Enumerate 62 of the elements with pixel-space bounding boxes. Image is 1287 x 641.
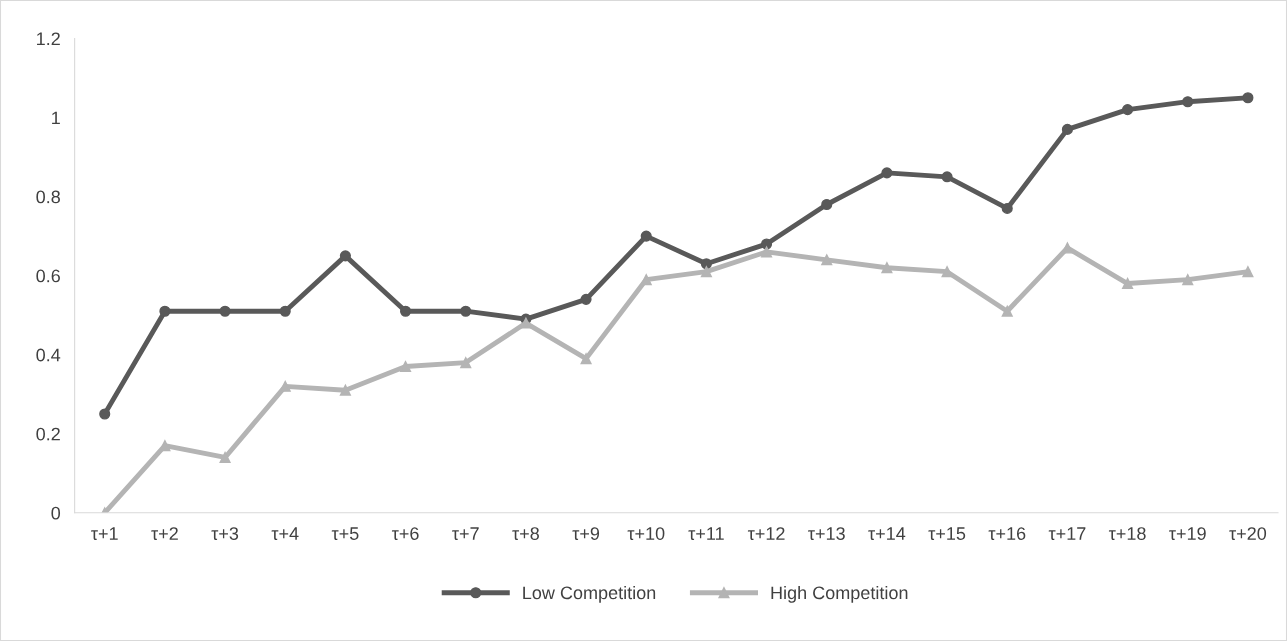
point bbox=[640, 230, 652, 242]
x-tick-label: τ+6 bbox=[391, 527, 419, 540]
point bbox=[460, 357, 472, 369]
y-tick-label: 1 bbox=[52, 111, 60, 125]
point bbox=[941, 266, 953, 278]
x-tick-label: τ+12 bbox=[747, 527, 785, 540]
x-tick-label: τ+18 bbox=[1108, 527, 1146, 540]
y-tick-label: 1.2 bbox=[37, 32, 60, 45]
x-tick-label: τ+1 bbox=[91, 527, 118, 540]
point bbox=[761, 238, 773, 250]
point bbox=[1182, 96, 1194, 108]
point bbox=[460, 305, 472, 317]
x-tick-label: τ+9 bbox=[572, 527, 600, 540]
point bbox=[700, 266, 712, 278]
x-tick-label: τ+4 bbox=[271, 527, 299, 540]
x-tick-label: τ+15 bbox=[928, 527, 966, 540]
y-tick-label: 0.4 bbox=[36, 348, 61, 362]
x-tick-label: τ+19 bbox=[1169, 527, 1206, 540]
x-tick-label: τ+8 bbox=[512, 527, 539, 540]
point bbox=[1061, 123, 1073, 135]
point bbox=[580, 293, 592, 305]
x-tick-label: τ+16 bbox=[988, 527, 1026, 540]
point bbox=[99, 408, 111, 420]
x-tick-label: τ+10 bbox=[627, 527, 665, 540]
point bbox=[520, 317, 532, 329]
point bbox=[821, 198, 833, 211]
x-tick-label: τ+14 bbox=[868, 527, 906, 540]
y-tick-label: 0.8 bbox=[36, 190, 60, 204]
y-tick-label: 0.6 bbox=[36, 269, 60, 283]
point bbox=[339, 384, 351, 396]
point bbox=[1242, 92, 1254, 104]
point bbox=[1122, 277, 1134, 290]
point bbox=[1001, 202, 1013, 214]
x-tick-label: τ+5 bbox=[331, 527, 359, 540]
point bbox=[400, 305, 412, 317]
legend-label: High Competition bbox=[771, 585, 908, 603]
point bbox=[159, 305, 171, 317]
point bbox=[1242, 266, 1254, 278]
point bbox=[821, 254, 833, 266]
y-tick-label: 0 bbox=[51, 506, 61, 520]
legend-label: Low Competition bbox=[523, 585, 656, 603]
x-tick-label: τ+11 bbox=[688, 527, 724, 540]
x-tick-label: τ+3 bbox=[211, 527, 239, 540]
x-tick-label: τ+2 bbox=[151, 527, 178, 540]
x-tick-label: τ+20 bbox=[1229, 527, 1267, 540]
point bbox=[339, 250, 351, 262]
point bbox=[1001, 305, 1013, 317]
point bbox=[1182, 274, 1194, 286]
x-tick-label: τ+17 bbox=[1048, 527, 1086, 540]
point bbox=[881, 262, 893, 274]
point bbox=[219, 451, 231, 464]
point bbox=[400, 360, 412, 373]
point bbox=[580, 353, 592, 365]
point bbox=[941, 171, 953, 183]
x-tick-label: τ+13 bbox=[808, 527, 845, 540]
point bbox=[279, 305, 291, 317]
y-tick-label: 0.2 bbox=[36, 427, 60, 441]
point bbox=[761, 246, 773, 258]
point bbox=[881, 167, 893, 179]
point bbox=[1122, 104, 1134, 116]
x-tick-label: τ+7 bbox=[452, 527, 479, 540]
point bbox=[219, 305, 231, 317]
